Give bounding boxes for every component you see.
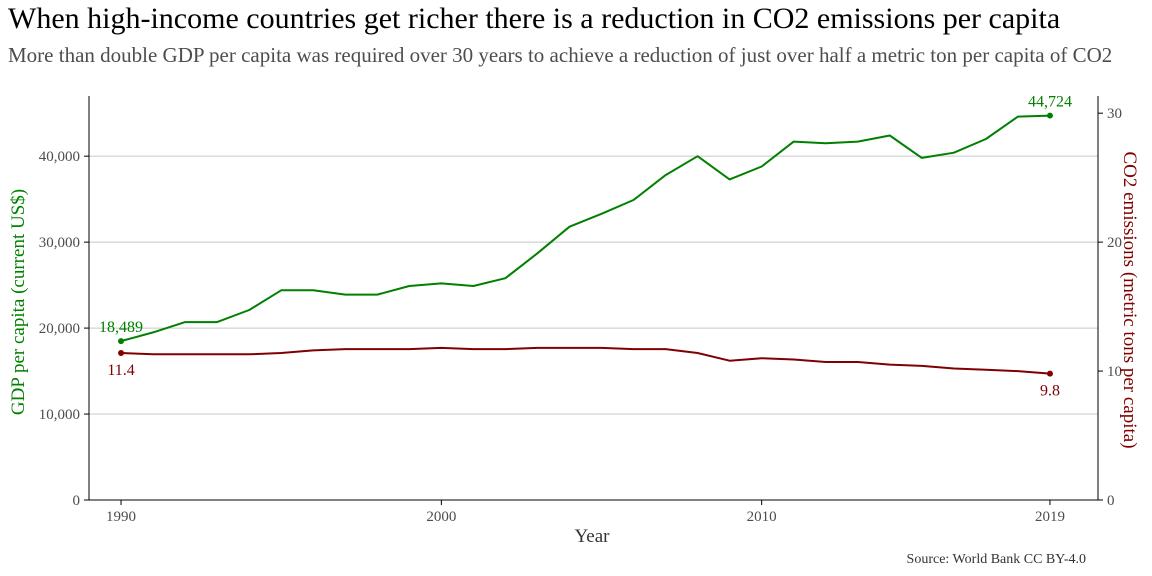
y-axis-left-label: GDP per capita (current US$) xyxy=(8,189,29,415)
x-tick-label: 1990 xyxy=(106,509,136,525)
y-left-tick-label: 30,000 xyxy=(39,235,80,251)
chart-title: When high-income countries get richer th… xyxy=(8,2,1061,35)
co2-line xyxy=(120,346,1051,375)
series-layer xyxy=(118,112,1053,377)
gdp-line xyxy=(120,114,1051,343)
y-left-tick-label: 20,000 xyxy=(39,321,80,337)
x-axis-label: Year xyxy=(574,526,610,547)
co2-end-point xyxy=(1046,370,1053,377)
gdp-end-label: 44,724 xyxy=(1028,94,1072,111)
source-note: Source: World Bank CC BY-4.0 xyxy=(906,552,1086,567)
x-tick-label: 2019 xyxy=(1035,509,1065,525)
co2-start-label: 11.4 xyxy=(107,362,134,379)
y-left-tick-label: 0 xyxy=(73,493,81,509)
y-left-tick-label: 40,000 xyxy=(39,149,80,165)
chart-subtitle: More than double GDP per capita was requ… xyxy=(8,43,1113,67)
gdp-start-point xyxy=(118,338,125,345)
grid-layer xyxy=(89,155,1098,501)
x-tick-label: 2010 xyxy=(747,509,777,525)
label-layer: 18,489 44,724 11.4 9.8 xyxy=(99,94,1072,400)
y-right-tick-label: 0 xyxy=(1107,493,1115,509)
y-axis-right-label: CO2 emissions (metric tons per capita) xyxy=(1119,151,1140,448)
co2-start-point xyxy=(118,350,125,357)
co2-end-label: 9.8 xyxy=(1040,383,1060,400)
x-tick-label: 2000 xyxy=(426,509,456,525)
axis-layer: 0 10,000 20,000 30,000 40,000 0 10 20 30 1990 2000… xyxy=(39,96,1122,525)
y-right-tick-label: 10 xyxy=(1107,364,1122,380)
y-right-tick-label: 30 xyxy=(1107,106,1122,122)
y-left-tick-label: 10,000 xyxy=(39,407,80,423)
gdp-start-label: 18,489 xyxy=(99,319,143,336)
y-right-tick-label: 20 xyxy=(1107,235,1122,251)
gdp-end-point xyxy=(1046,112,1053,119)
